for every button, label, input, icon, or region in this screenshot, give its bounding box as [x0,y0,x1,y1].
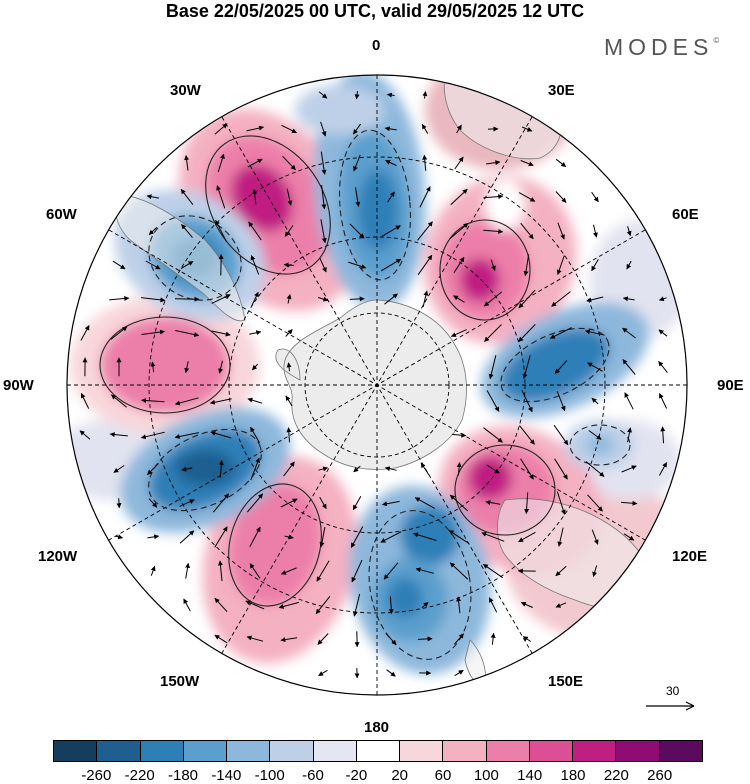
colorbar-segment [443,741,486,761]
colorbar-segment [616,741,659,761]
colorbar-segment [357,741,400,761]
colorbar-tick-label: -180 [168,767,198,784]
colorbar-tick-label: 220 [604,767,629,784]
reference-vector-arrow-icon [640,684,700,714]
lon-label-30w: 30W [170,82,201,100]
lon-label-60w: 60W [46,206,77,224]
colorbar-tick-label: -260 [81,767,111,784]
lon-label-150w: 150W [160,673,199,691]
lon-label-90e: 90E [717,377,744,395]
lon-label-0: 0 [372,37,380,55]
colorbar-tick-label: -140 [211,767,241,784]
colorbar-tick-label: 100 [474,767,499,784]
colorbar-tick-label: -20 [345,767,367,784]
colorbar-tick-label: 20 [391,767,408,784]
colorbar-segment [141,741,184,761]
colorbar-segment [54,741,97,761]
wind-arrow-icon [175,299,199,300]
lon-label-180: 180 [364,719,389,737]
lon-label-120w: 120W [38,548,77,566]
colorbar-tick-label: -60 [302,767,324,784]
colorbar-tick-label: -100 [255,767,285,784]
colorbar-segment [487,741,530,761]
colorbar-segment [227,741,270,761]
colorbar-tick-label: 140 [517,767,542,784]
colorbar-segment [573,741,616,761]
colorbar-segment [270,741,313,761]
colorbar-segment [184,741,227,761]
colorbar-segment [97,741,140,761]
colorbar-tick-label: 60 [435,767,452,784]
lon-label-30e: 30E [548,82,575,100]
colorbar-tick-label: -220 [125,767,155,784]
map-field [50,50,700,700]
colorbar [53,740,703,762]
colorbar-segment [530,741,573,761]
colorbar-tick-label: 180 [560,767,585,784]
colorbar-segment [314,741,357,761]
colorbar-tick-label: 260 [647,767,672,784]
colorbar-segment [400,741,443,761]
lon-label-90w: 90W [3,377,34,395]
lon-label-60e: 60E [672,206,699,224]
wind-arrow-icon [119,498,120,507]
colorbar-segment [660,741,702,761]
lon-label-150e: 150E [548,673,583,691]
lon-label-120e: 120E [672,548,707,566]
